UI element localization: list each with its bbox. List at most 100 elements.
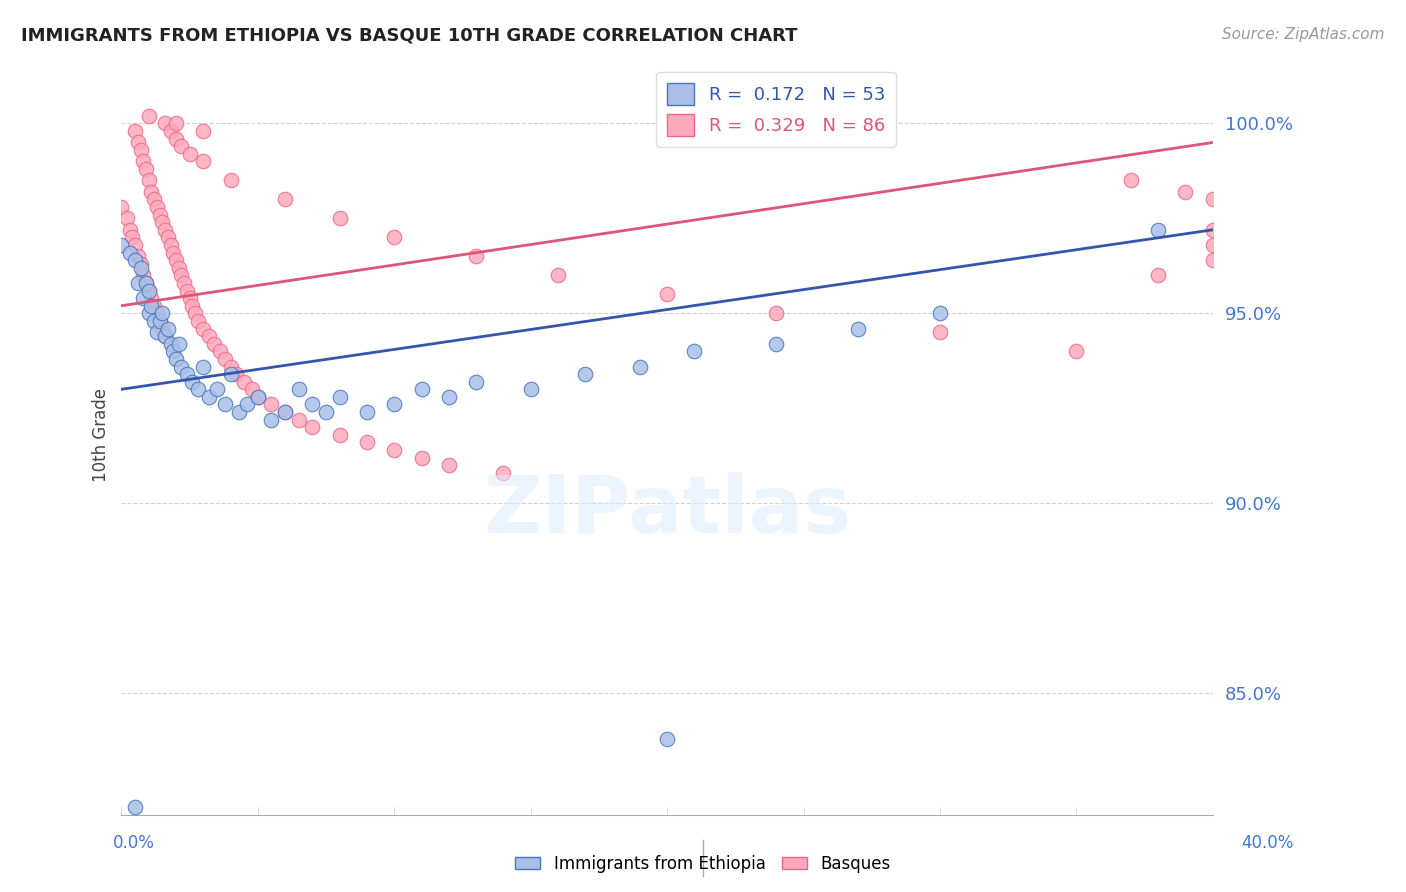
Point [124,253,146,268]
Point [115,211,138,226]
Point [193,154,215,169]
Point [173,276,195,290]
Point [150,306,173,320]
Point [162,344,184,359]
Point [159,336,181,351]
Point [138,284,160,298]
Point [179,146,201,161]
Point [1066,344,1088,359]
Point [176,367,198,381]
Point [574,367,596,381]
Point [246,390,269,404]
Point [141,299,163,313]
Point [214,397,236,411]
Point [132,291,155,305]
Point [492,466,515,480]
Point [127,249,149,263]
Point [260,412,283,426]
Point [153,116,176,130]
Point [655,287,678,301]
Point [138,109,160,123]
Point [202,336,225,351]
Point [165,253,187,268]
Point [1147,223,1170,237]
Point [1202,253,1225,268]
Point [153,329,176,343]
Point [159,124,181,138]
Point [170,268,193,283]
Point [162,245,184,260]
Point [260,397,283,411]
Point [465,375,488,389]
Point [1119,173,1142,187]
Point [929,326,952,340]
Point [228,405,250,419]
Point [197,329,219,343]
Text: Source: ZipAtlas.com: Source: ZipAtlas.com [1222,27,1385,42]
Point [149,208,172,222]
Point [138,284,160,298]
Point [165,351,187,366]
Point [929,306,952,320]
Point [1174,185,1197,199]
Point [197,390,219,404]
Text: 40.0%: 40.0% [1241,834,1294,852]
Point [124,124,146,138]
Point [156,321,179,335]
Point [233,375,256,389]
Point [149,314,172,328]
Point [301,397,323,411]
Point [288,412,311,426]
Point [1202,223,1225,237]
Point [141,291,163,305]
Point [187,314,209,328]
Text: ZIPatlas: ZIPatlas [484,472,851,549]
Point [138,173,160,187]
Point [156,230,179,244]
Point [153,329,176,343]
Point [129,257,152,271]
Point [135,162,157,177]
Point [1202,193,1225,207]
Point [118,245,141,260]
Point [519,382,541,396]
Point [382,397,405,411]
Point [411,450,433,465]
Point [765,336,787,351]
Point [465,249,488,263]
Point [153,223,176,237]
Point [143,314,166,328]
Point [274,405,297,419]
Point [547,268,569,283]
Legend: R =  0.172   N = 53, R =  0.329   N = 86: R = 0.172 N = 53, R = 0.329 N = 86 [657,71,896,146]
Point [165,131,187,145]
Point [437,458,460,473]
Point [236,397,259,411]
Point [181,375,204,389]
Point [146,306,169,320]
Point [765,306,787,320]
Point [110,200,132,214]
Point [170,359,193,374]
Point [356,435,378,450]
Point [382,230,405,244]
Point [329,427,352,442]
Point [329,390,352,404]
Point [143,299,166,313]
Point [159,238,181,252]
Point [288,382,311,396]
Point [246,390,269,404]
Point [170,139,193,153]
Point [176,284,198,298]
Point [411,382,433,396]
Point [329,211,352,226]
Point [274,193,297,207]
Point [167,336,190,351]
Point [193,321,215,335]
Point [655,731,678,746]
Point [121,230,143,244]
Point [132,154,155,169]
Point [124,800,146,814]
Point [683,344,706,359]
Point [219,359,242,374]
